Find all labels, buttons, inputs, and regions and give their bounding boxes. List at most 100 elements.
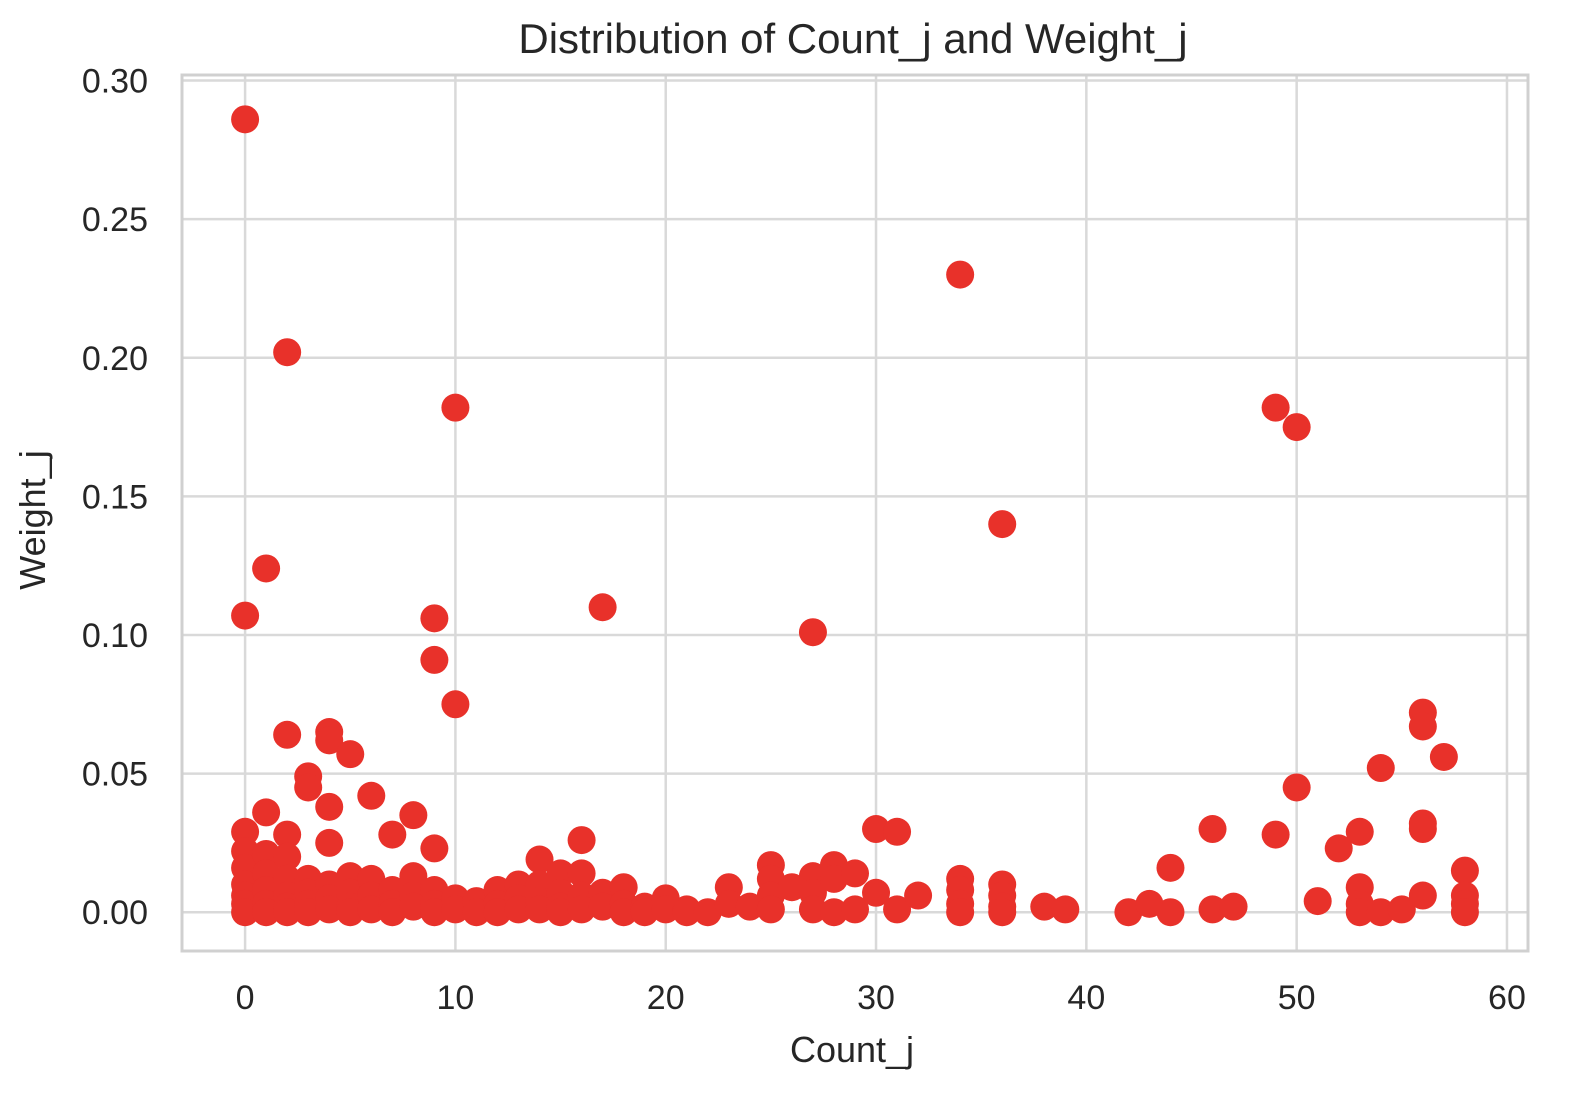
scatter-point [441, 895, 470, 924]
scatter-point [399, 801, 428, 830]
scatter-point [420, 645, 449, 674]
scatter-point [231, 105, 260, 134]
scatter-point [1387, 895, 1416, 924]
scatter-point [693, 898, 722, 927]
scatter-point [378, 820, 407, 849]
scatter-point [946, 898, 975, 927]
x-tick-labels: 0 10 20 30 40 50 60 [236, 979, 1526, 1017]
y-tick-label: 0.10 [82, 617, 148, 655]
scatter-point [504, 895, 533, 924]
scatter-point [1408, 712, 1437, 741]
scatter-point [1114, 898, 1143, 927]
scatter-point [798, 895, 827, 924]
scatter-point [567, 895, 596, 924]
scatter-point [672, 898, 701, 927]
x-axis-label: Count_j [790, 1029, 914, 1070]
scatter-point [1219, 892, 1248, 921]
scatter-point [252, 798, 281, 827]
scatter-point [483, 898, 512, 927]
scatter-point [315, 828, 344, 857]
scatter-point [1030, 892, 1059, 921]
scatter-point [231, 601, 260, 630]
y-tick-label: 0.30 [82, 63, 148, 101]
scatter-point [1450, 898, 1479, 927]
scatter-point [525, 895, 554, 924]
scatter-point [273, 720, 302, 749]
scatter-point [735, 892, 764, 921]
x-tick-label: 10 [436, 979, 474, 1017]
scatter-point [231, 817, 260, 846]
scatter-point [294, 898, 323, 927]
scatter-point [315, 726, 344, 755]
scatter-point [336, 898, 365, 927]
scatter-point [567, 859, 596, 888]
scatter-point [883, 895, 912, 924]
y-tick-label: 0.00 [82, 894, 148, 932]
scatter-point [420, 604, 449, 633]
scatter-point [1345, 817, 1374, 846]
scatter-point [862, 878, 891, 907]
y-gridlines [182, 79, 1528, 914]
scatter-point [651, 895, 680, 924]
scatter-point [756, 895, 785, 924]
scatter-point [819, 898, 848, 927]
plot-frame [180, 73, 1530, 953]
scatter-point [630, 898, 659, 927]
scatter-point [252, 839, 281, 868]
scatter-point [420, 834, 449, 863]
scatter-point [273, 842, 302, 871]
scatter-point [1303, 887, 1332, 916]
scatter-point [1156, 853, 1185, 882]
scatter-point [883, 817, 912, 846]
scatter-point [1135, 889, 1164, 918]
scatter-point [1345, 898, 1374, 927]
x-tick-label: 50 [1278, 979, 1316, 1017]
scatter-point [1450, 856, 1479, 885]
scatter-point [1051, 895, 1080, 924]
scatter-point [546, 859, 575, 888]
scatter-point [441, 690, 470, 719]
scatter-point [252, 898, 281, 927]
scatter-point [1324, 834, 1353, 863]
scatter-point [988, 510, 1017, 539]
scatter-point [546, 898, 575, 927]
y-tick-label: 0.20 [82, 340, 148, 378]
scatter-point [1408, 815, 1437, 844]
scatter-point [841, 895, 869, 924]
y-axis-label: Weight_j [12, 450, 53, 589]
x-tick-label: 20 [647, 979, 685, 1017]
scatter-point [588, 892, 617, 921]
data-points [231, 105, 1479, 927]
scatter-point [1282, 773, 1311, 802]
scatter-point [273, 820, 302, 849]
scatter-point [567, 826, 596, 855]
scatter-point [525, 845, 554, 874]
y-tick-label: 0.25 [82, 201, 148, 239]
scatter-point [273, 898, 302, 927]
x-tick-label: 30 [857, 979, 895, 1017]
scatter-point [1156, 898, 1185, 927]
x-tick-label: 0 [236, 979, 255, 1017]
scatter-point [1261, 820, 1290, 849]
scatter-point [1366, 754, 1395, 783]
scatter-point [336, 740, 365, 769]
scatter-point [1198, 895, 1227, 924]
scatter-point [841, 859, 869, 888]
scatter-point [714, 889, 743, 918]
scatter-point [420, 898, 449, 927]
scatter-point [862, 815, 891, 844]
scatter-point [609, 898, 638, 927]
scatter-point [798, 618, 827, 647]
scatter-point [904, 881, 933, 910]
scatter-point [777, 873, 806, 902]
scatter-point [357, 781, 386, 810]
scatter-point [1282, 413, 1311, 442]
scatter-point [399, 862, 428, 891]
scatter-point [231, 898, 260, 927]
scatter-point [1198, 815, 1227, 844]
scatter-point [1408, 881, 1437, 910]
scatter-point [946, 260, 975, 289]
scatter-point [273, 338, 302, 367]
y-tick-label: 0.15 [82, 478, 148, 516]
